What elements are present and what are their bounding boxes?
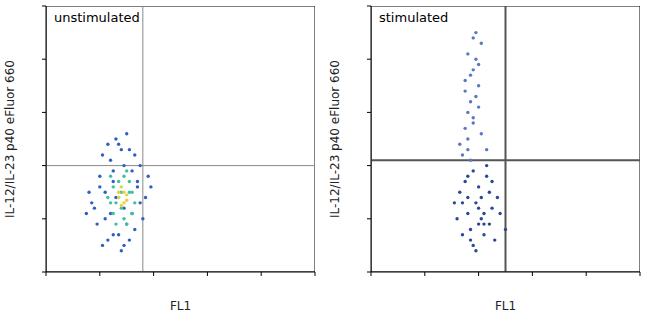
html-text:unstimulated: unstimulated [54,10,140,25]
svg-text:IL-12/IL-23 p40 eFluor 660: IL-12/IL-23 p40 eFluor 660 [328,60,342,218]
svg-text:IL-12/IL-23 p40 eFluor 660: IL-12/IL-23 p40 eFluor 660 [8,60,17,218]
svg-text:FL1: FL1 [495,299,516,313]
html-text:stimulated: stimulated [379,10,449,25]
svg-text:FL1: FL1 [170,299,191,313]
